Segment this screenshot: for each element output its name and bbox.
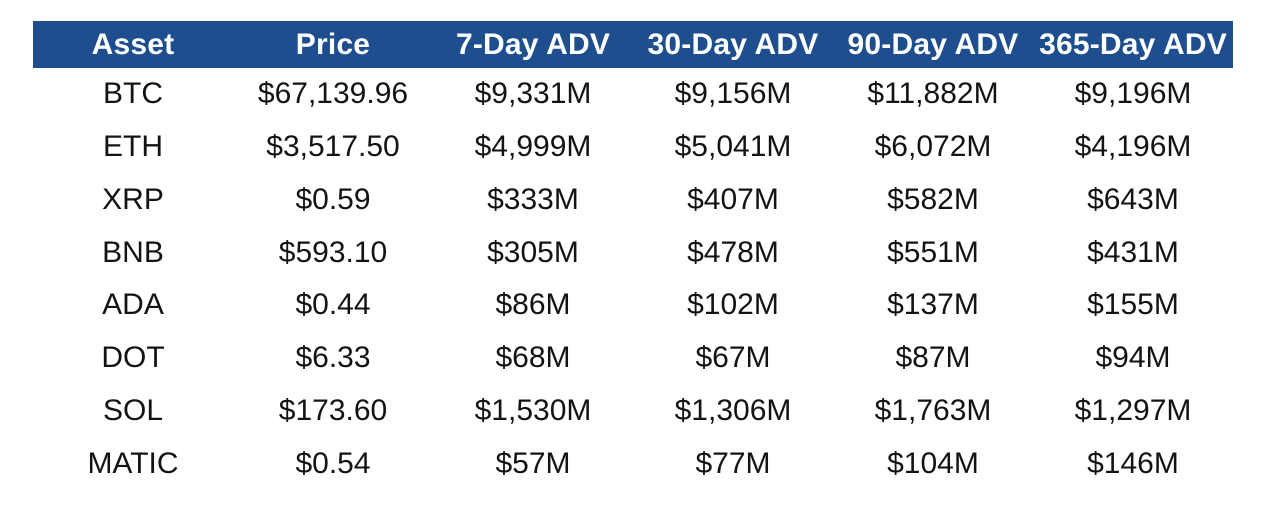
table-row-sol: SOL $173.60 $1,530M $1,306M $1,763M $1,2… (33, 384, 1233, 438)
column-header-asset: Asset (33, 21, 233, 68)
table-row-xrp: XRP $0.59 $333M $407M $582M $643M (33, 173, 1233, 227)
cell-price: $6.33 (233, 331, 433, 385)
cell-365d-adv: $1,297M (1033, 384, 1233, 438)
cell-7d-adv: $305M (433, 226, 633, 279)
cell-30d-adv: $1,306M (633, 384, 833, 438)
cell-price: $0.54 (233, 437, 433, 490)
cell-90d-adv: $551M (833, 226, 1033, 279)
cell-365d-adv: $431M (1033, 226, 1233, 279)
cell-90d-adv: $6,072M (833, 120, 1033, 174)
cell-price: $3,517.50 (233, 120, 433, 174)
column-header-7d-adv: 7-Day ADV (433, 21, 633, 68)
cell-price: $0.44 (233, 279, 433, 332)
cell-90d-adv: $1,763M (833, 384, 1033, 438)
column-header-90d-adv: 90-Day ADV (833, 21, 1033, 68)
column-header-365d-adv: 365-Day ADV (1033, 21, 1233, 68)
cell-price: $67,139.96 (233, 68, 433, 121)
cell-price: $593.10 (233, 226, 433, 279)
cell-30d-adv: $9,156M (633, 68, 833, 121)
cell-90d-adv: $582M (833, 173, 1033, 227)
table-row-ada: ADA $0.44 $86M $102M $137M $155M (33, 279, 1233, 332)
table-row-eth: ETH $3,517.50 $4,999M $5,041M $6,072M $4… (33, 120, 1233, 174)
cell-price: $173.60 (233, 384, 433, 438)
cell-7d-adv: $86M (433, 279, 633, 332)
cell-asset: BTC (33, 68, 233, 121)
cell-30d-adv: $478M (633, 226, 833, 279)
cell-90d-adv: $104M (833, 437, 1033, 490)
cell-7d-adv: $68M (433, 331, 633, 385)
cell-asset: DOT (33, 331, 233, 385)
cell-90d-adv: $137M (833, 279, 1033, 332)
cell-90d-adv: $87M (833, 331, 1033, 385)
cell-30d-adv: $5,041M (633, 120, 833, 174)
cell-asset: ADA (33, 279, 233, 332)
cell-365d-adv: $9,196M (1033, 68, 1233, 121)
cell-asset: SOL (33, 384, 233, 438)
header-row: Asset Price 7-Day ADV 30-Day ADV 90-Day … (33, 21, 1233, 68)
cell-asset: BNB (33, 226, 233, 279)
cell-7d-adv: $1,530M (433, 384, 633, 438)
cell-asset: XRP (33, 173, 233, 227)
cell-365d-adv: $155M (1033, 279, 1233, 332)
cell-90d-adv: $11,882M (833, 68, 1033, 121)
crypto-adv-table: Asset Price 7-Day ADV 30-Day ADV 90-Day … (33, 21, 1233, 490)
cell-365d-adv: $146M (1033, 437, 1233, 490)
cell-asset: MATIC (33, 437, 233, 490)
cell-30d-adv: $407M (633, 173, 833, 227)
cell-7d-adv: $4,999M (433, 120, 633, 174)
cell-365d-adv: $4,196M (1033, 120, 1233, 174)
column-header-30d-adv: 30-Day ADV (633, 21, 833, 68)
cell-30d-adv: $77M (633, 437, 833, 490)
cell-7d-adv: $333M (433, 173, 633, 227)
cell-7d-adv: $9,331M (433, 68, 633, 121)
cell-365d-adv: $94M (1033, 331, 1233, 385)
cell-30d-adv: $102M (633, 279, 833, 332)
table-row-bnb: BNB $593.10 $305M $478M $551M $431M (33, 226, 1233, 279)
column-header-price: Price (233, 21, 433, 68)
cell-365d-adv: $643M (1033, 173, 1233, 227)
cell-price: $0.59 (233, 173, 433, 227)
table-row-matic: MATIC $0.54 $57M $77M $104M $146M (33, 437, 1233, 490)
table-row-btc: BTC $67,139.96 $9,331M $9,156M $11,882M … (33, 68, 1233, 121)
table-row-dot: DOT $6.33 $68M $67M $87M $94M (33, 331, 1233, 385)
cell-asset: ETH (33, 120, 233, 174)
cell-7d-adv: $57M (433, 437, 633, 490)
cell-30d-adv: $67M (633, 331, 833, 385)
